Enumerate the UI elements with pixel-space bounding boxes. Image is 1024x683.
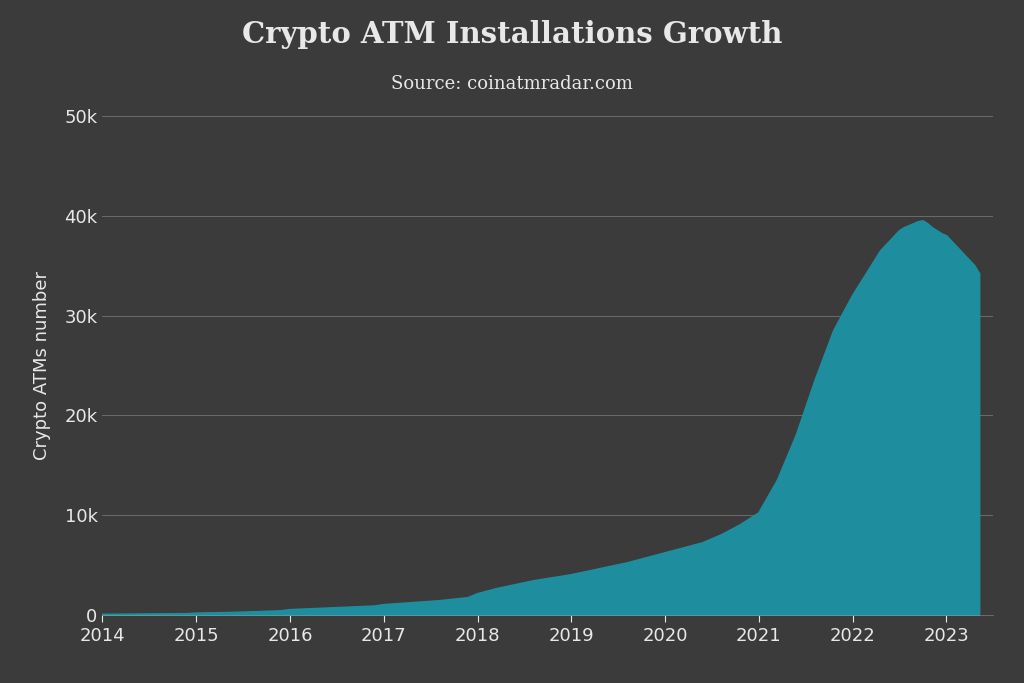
Text: Source: coinatmradar.com: Source: coinatmradar.com	[391, 75, 633, 93]
Text: Crypto ATM Installations Growth: Crypto ATM Installations Growth	[242, 20, 782, 49]
Y-axis label: Crypto ATMs number: Crypto ATMs number	[33, 271, 50, 460]
